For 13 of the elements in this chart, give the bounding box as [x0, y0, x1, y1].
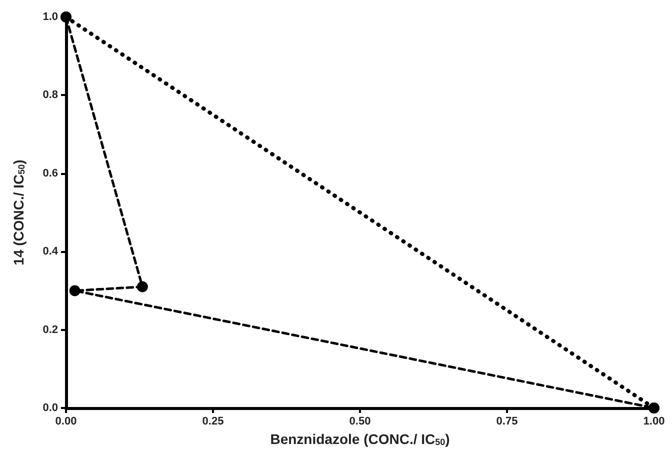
- x-tick-label: 0.75: [496, 416, 518, 428]
- y-tick-label: 0.2: [42, 324, 58, 336]
- y-tick-label: 0.4: [42, 246, 59, 258]
- y-tick-label: 1.0: [42, 11, 58, 23]
- x-tick-label: 1.00: [643, 416, 665, 428]
- y-tick-label: 0.6: [42, 167, 58, 180]
- y-axis-title: 14 (CONC./ IC50): [10, 160, 26, 266]
- y-tick-label: 0.8: [42, 89, 58, 102]
- x-tick-label: 0.50: [349, 416, 371, 428]
- x-axis-title: Benznidazole (CONC./ IC50): [270, 430, 450, 447]
- y-tick-label: 0.0: [42, 402, 58, 414]
- x-tick-label: 0.25: [202, 416, 224, 428]
- x-tick-label: 0.00: [55, 416, 77, 428]
